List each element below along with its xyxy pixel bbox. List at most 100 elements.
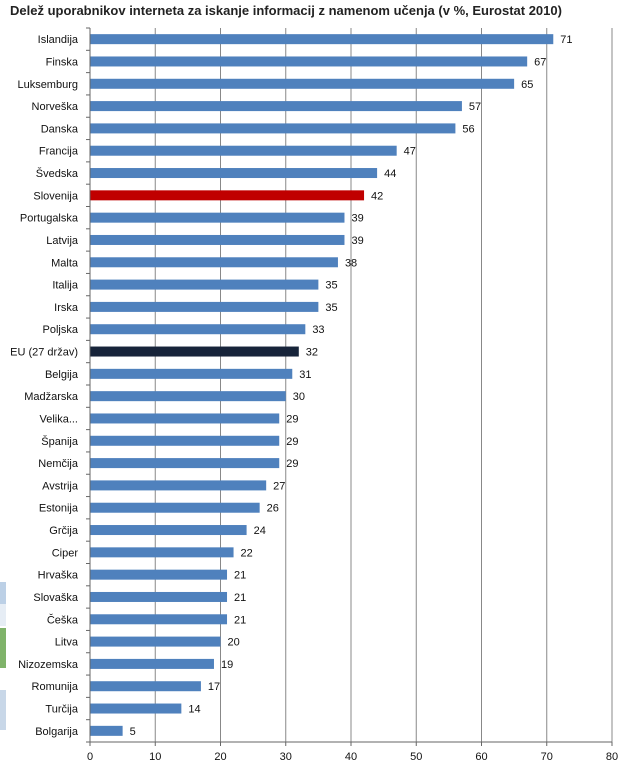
data-label: 29 [286, 413, 298, 425]
bar [90, 301, 319, 312]
data-label: 21 [234, 614, 246, 626]
category-label: EU (27 držav) [10, 347, 78, 359]
data-label: 65 [521, 79, 533, 91]
category-label: Bolgarija [35, 726, 79, 738]
data-label: 35 [325, 280, 337, 292]
data-label: 30 [293, 391, 305, 403]
x-tick-label: 20 [214, 751, 226, 763]
bar [90, 391, 286, 402]
data-label: 24 [254, 525, 266, 537]
data-label: 71 [560, 34, 572, 46]
background-window-fragment [0, 628, 6, 668]
data-label: 35 [325, 302, 337, 314]
bar [90, 703, 182, 714]
bar [90, 547, 234, 558]
category-label: Romunija [32, 681, 79, 693]
data-label: 67 [534, 56, 546, 68]
category-label: Ciper [52, 547, 79, 559]
bar [90, 725, 123, 736]
bar [90, 56, 528, 67]
category-label: Češka [47, 613, 79, 626]
bar [90, 614, 228, 625]
category-label: Velika... [39, 413, 78, 425]
category-label: Poljska [43, 324, 79, 336]
category-label: Finska [46, 56, 79, 68]
category-label: Danska [41, 123, 79, 135]
x-tick-label: 80 [606, 751, 618, 763]
background-window-fragment [0, 604, 6, 626]
category-label: Madžarska [24, 391, 79, 403]
bar [90, 368, 293, 379]
data-label: 29 [286, 458, 298, 470]
category-label: Avstrija [42, 480, 79, 492]
data-label: 38 [345, 257, 357, 269]
x-tick-label: 0 [87, 751, 93, 763]
category-label: Islandija [38, 34, 79, 46]
bar [90, 212, 345, 223]
data-label: 42 [371, 190, 383, 202]
bar [90, 480, 267, 491]
data-label: 14 [188, 704, 200, 716]
category-label: Italija [52, 280, 79, 292]
bar [90, 190, 365, 201]
data-label: 47 [404, 146, 416, 158]
category-label: Litva [55, 637, 79, 649]
data-label: 21 [234, 570, 246, 582]
bar [90, 279, 319, 290]
data-label: 19 [221, 659, 233, 671]
category-label: Luksemburg [17, 79, 78, 91]
data-label: 32 [306, 347, 318, 359]
category-label: Francija [39, 146, 79, 158]
bar [90, 413, 280, 424]
bar [90, 101, 462, 112]
data-label: 22 [241, 547, 253, 559]
category-labels: Islandija Finska Luksemburg Norveška Danska F… [10, 34, 79, 738]
data-label: 33 [312, 324, 324, 336]
bar [90, 591, 228, 602]
bar [90, 145, 397, 156]
bar [90, 658, 214, 669]
category-label: Slovenija [33, 190, 79, 202]
x-tick-label: 70 [541, 751, 553, 763]
data-label: 17 [208, 681, 220, 693]
chart-title: Delež uporabnikov interneta za iskanje i… [10, 3, 562, 18]
x-axis: 0 10 20 30 40 50 60 70 80 [86, 27, 618, 763]
category-label: Irska [54, 302, 79, 314]
background-window-fragment [0, 690, 6, 730]
bar [90, 681, 201, 692]
category-label: Slovaška [33, 592, 79, 604]
x-tick-label: 10 [149, 751, 161, 763]
bar [90, 502, 260, 513]
data-labels: 7167655756474442393938353533323130292929… [130, 34, 573, 738]
category-label: Nizozemska [18, 659, 79, 671]
x-tick-label: 40 [345, 751, 357, 763]
data-label: 56 [462, 123, 474, 135]
bar [90, 123, 456, 134]
category-label: Grčija [49, 525, 79, 537]
bar [90, 257, 338, 268]
category-label: Švedska [36, 167, 79, 180]
category-label: Belgija [45, 369, 79, 381]
category-label: Portugalska [20, 213, 79, 225]
category-label: Španija [41, 435, 79, 448]
category-label: Norveška [32, 101, 79, 113]
data-label: 26 [267, 503, 279, 515]
data-label: 57 [469, 101, 481, 113]
data-label: 44 [384, 168, 396, 180]
bar [90, 34, 554, 45]
category-label: Turčija [45, 704, 78, 716]
bar [90, 525, 247, 536]
bar [90, 78, 515, 89]
bar [90, 458, 280, 469]
data-label: 39 [351, 213, 363, 225]
category-label: Estonija [39, 503, 79, 515]
data-label: 20 [228, 637, 240, 649]
x-tick-label: 50 [410, 751, 422, 763]
category-label: Nemčija [38, 458, 79, 470]
data-label: 31 [299, 369, 311, 381]
bar [90, 324, 306, 335]
data-label: 21 [234, 592, 246, 604]
x-tick-label: 30 [280, 751, 292, 763]
bar [90, 435, 280, 446]
